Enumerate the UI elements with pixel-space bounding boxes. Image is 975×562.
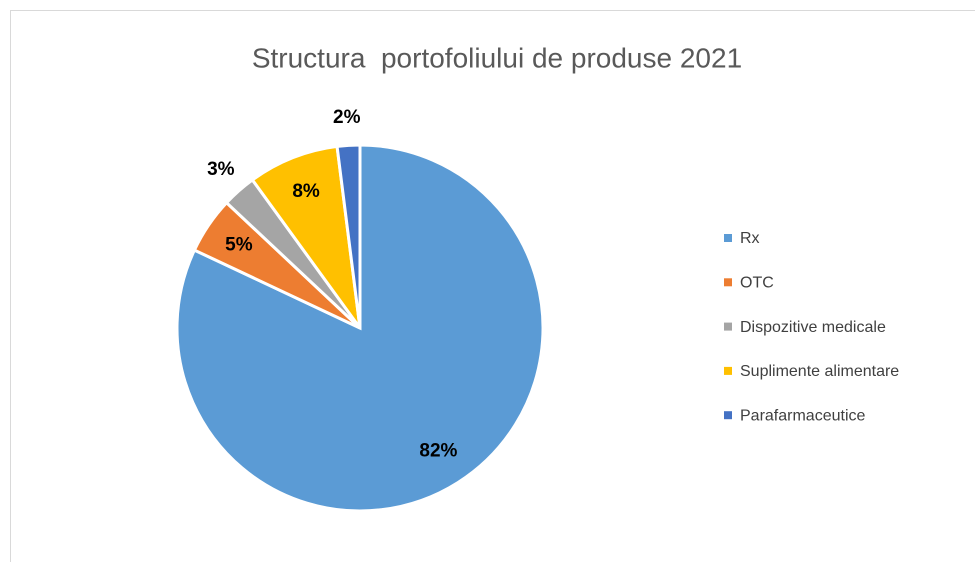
- pie-slice: [335, 143, 362, 329]
- legend-text: Dispozitive medicale: [740, 319, 886, 336]
- data-label: 2%: [333, 107, 361, 128]
- pie-slice: [250, 144, 362, 329]
- data-label: 8%: [292, 181, 320, 202]
- legend-swatch: [724, 366, 732, 375]
- legend-swatch: [724, 322, 732, 331]
- data-label: 3%: [207, 159, 235, 180]
- data-label: 82%: [419, 441, 457, 462]
- legend-text: Parafarmaceutice: [740, 407, 865, 424]
- legend-text: Rx: [740, 230, 760, 247]
- legend-text: OTC: [740, 275, 774, 292]
- chart-title: Structura portofoliului de produse 2021: [252, 42, 742, 73]
- legend-text: Suplimente alimentare: [740, 363, 899, 380]
- legend-swatch: [724, 278, 732, 287]
- legend-swatch: [724, 411, 732, 420]
- data-label: 5%: [225, 235, 253, 256]
- legend-swatch: [724, 234, 732, 242]
